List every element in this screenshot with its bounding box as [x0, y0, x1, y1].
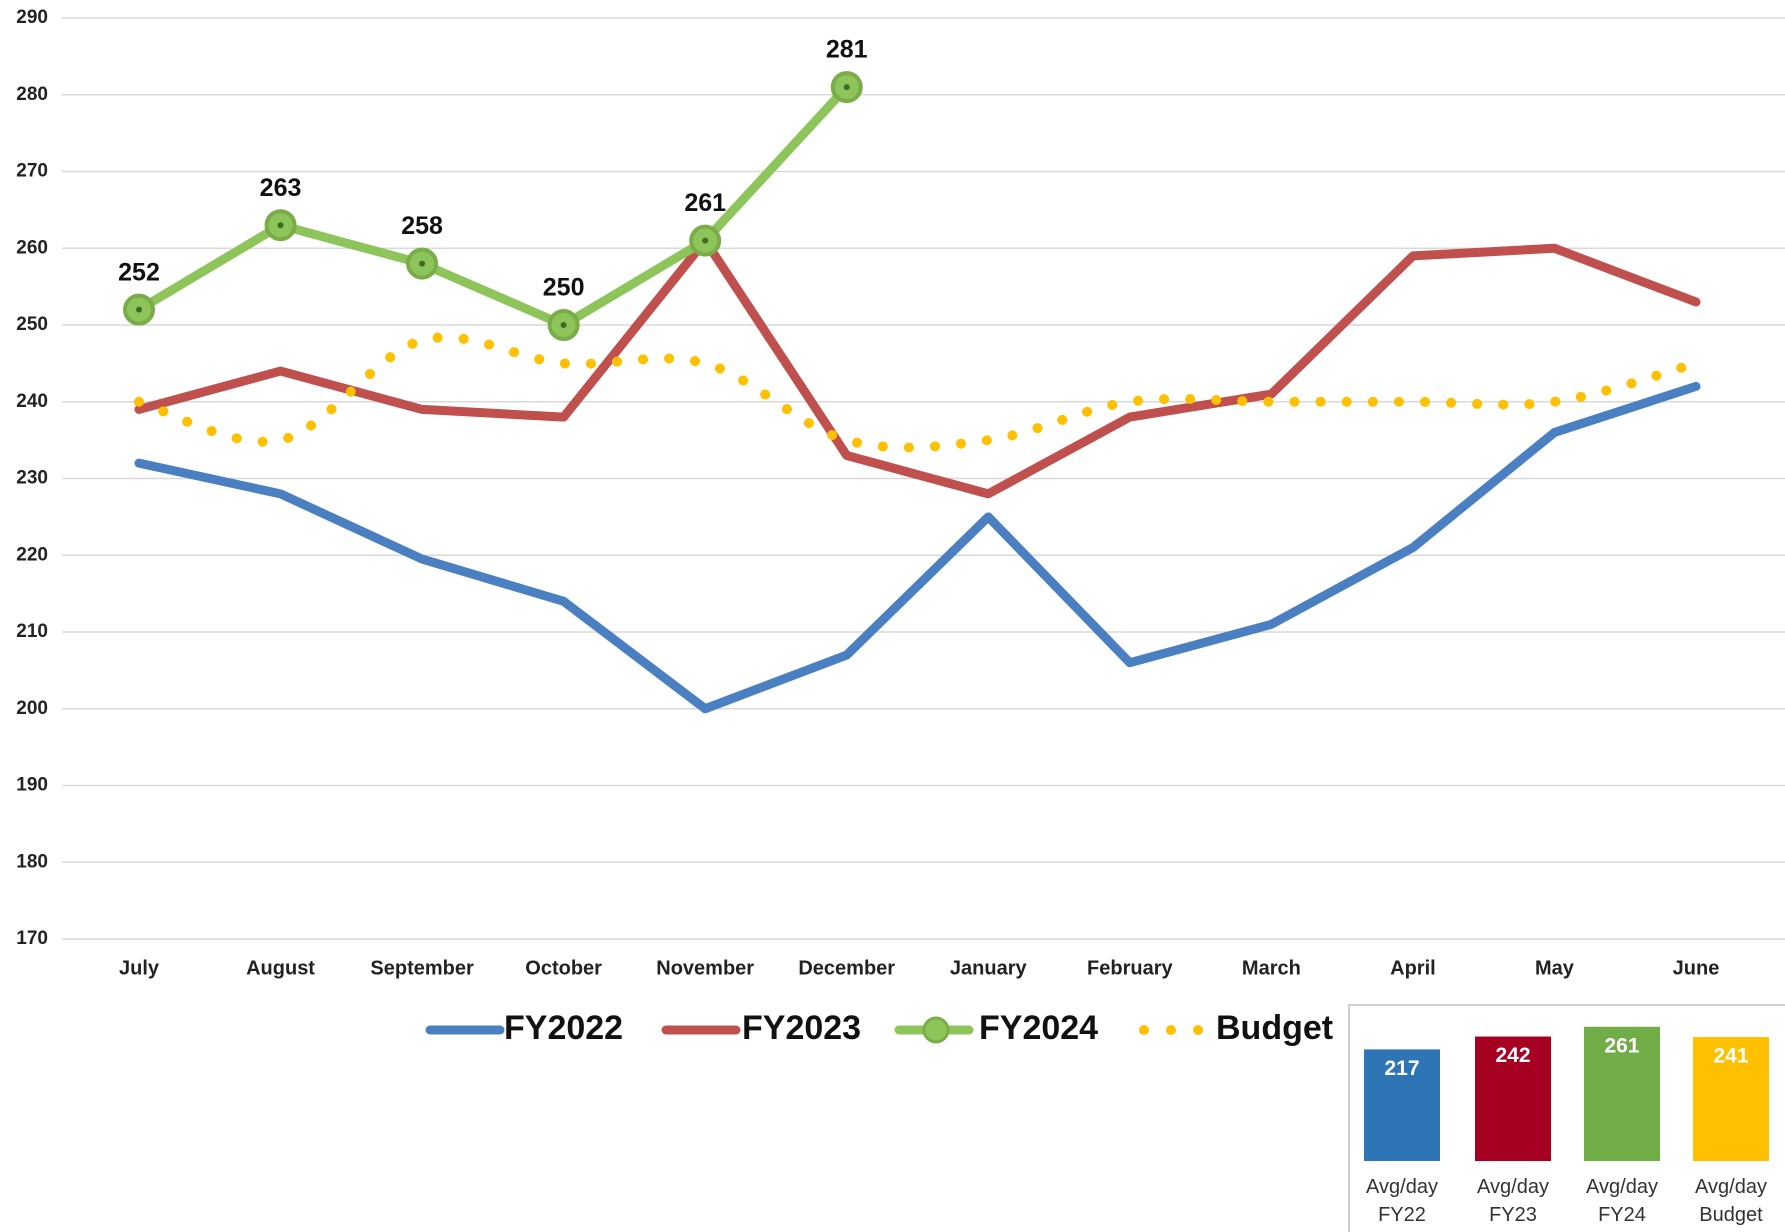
data-label: 261: [684, 189, 726, 217]
bar: [1693, 1037, 1769, 1161]
bar-category: Avg/day Budget: [1695, 1176, 1767, 1226]
bar-label: 261: [1604, 1034, 1639, 1057]
y-tick-label: 180: [16, 851, 48, 872]
legend-marker: [922, 1016, 950, 1044]
x-tick-label: August: [246, 957, 315, 979]
x-tick-label: November: [656, 957, 754, 979]
x-tick-label: September: [370, 957, 474, 979]
data-label: 263: [260, 174, 302, 202]
legend-label: Budget: [1216, 1009, 1333, 1047]
marker-dot: [560, 322, 567, 328]
y-tick-label: 230: [16, 468, 48, 489]
x-tick-label: May: [1535, 957, 1575, 979]
bar-category: Avg/day FY23: [1477, 1176, 1549, 1226]
bar-category: Avg/day FY22: [1366, 1176, 1438, 1226]
x-tick-label: October: [525, 957, 602, 979]
x-tick-label: December: [798, 957, 895, 979]
bar: [1584, 1026, 1660, 1161]
series-line: [134, 82, 852, 330]
data-label: 252: [118, 258, 160, 286]
legend-label: FY2022: [504, 1009, 623, 1047]
legend-dot: [1139, 1025, 1149, 1035]
series-line: [134, 381, 1701, 714]
bar: [1475, 1036, 1551, 1161]
y-tick-label: 250: [16, 314, 48, 335]
series-line: [134, 332, 1701, 453]
x-tick-label: July: [119, 957, 160, 979]
x-tick-label: March: [1242, 957, 1301, 979]
legend-label: FY2024: [979, 1009, 1098, 1047]
marker-dot: [843, 84, 850, 91]
marker-dot: [277, 222, 284, 229]
bar-category: Avg/day FY24: [1586, 1176, 1658, 1226]
data-label: 250: [543, 274, 585, 302]
x-tick-label: February: [1087, 957, 1173, 979]
y-tick-label: 290: [16, 7, 48, 28]
bar: [1364, 1049, 1440, 1161]
data-label: 258: [401, 212, 443, 240]
bar-label: 241: [1713, 1045, 1748, 1068]
marker-dot: [419, 260, 426, 267]
y-tick-label: 220: [16, 544, 48, 565]
data-label: 281: [826, 36, 868, 64]
y-tick-label: 270: [16, 161, 48, 182]
y-tick-label: 240: [16, 391, 48, 412]
x-tick-label: June: [1673, 957, 1720, 979]
bar-label: 217: [1384, 1057, 1419, 1080]
legend-label: FY2023: [742, 1009, 861, 1047]
x-tick-label: April: [1390, 957, 1436, 979]
y-tick-label: 280: [16, 84, 48, 105]
marker-dot: [136, 306, 142, 313]
marker-dot: [702, 237, 709, 244]
y-tick-label: 260: [16, 237, 48, 258]
y-tick-label: 210: [16, 621, 48, 642]
bar-label: 242: [1495, 1044, 1530, 1067]
y-tick-label: 170: [16, 928, 48, 949]
y-tick-label: 190: [16, 775, 48, 796]
x-tick-label: January: [950, 957, 1028, 979]
legend-dot: [1193, 1025, 1203, 1035]
legend-dot: [1166, 1025, 1176, 1035]
series-line: [134, 236, 1701, 499]
y-tick-label: 200: [16, 698, 48, 719]
